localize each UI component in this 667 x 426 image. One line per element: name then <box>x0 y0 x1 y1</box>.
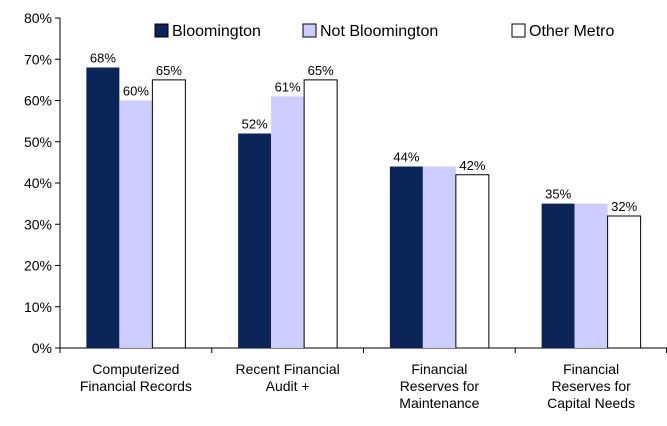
legend-label: Other Metro <box>529 23 614 40</box>
bar <box>607 215 642 349</box>
bar <box>389 166 423 348</box>
bar <box>151 79 186 349</box>
value-label: 52% <box>242 117 268 132</box>
legend-swatch <box>154 23 169 38</box>
y-tick-label: 10% <box>24 299 52 315</box>
y-tick-label: 40% <box>24 175 52 191</box>
bar <box>238 133 272 348</box>
value-label: 35% <box>545 187 571 202</box>
x-tick-label: Financial Reserves for Maintenance <box>399 361 479 411</box>
bar <box>455 174 490 349</box>
value-label: 65% <box>156 63 182 78</box>
legend-label: Not Bloomington <box>320 23 438 40</box>
bar <box>119 100 153 348</box>
bar <box>422 166 456 348</box>
y-tick-label: 60% <box>24 93 52 109</box>
y-tick-label: 30% <box>24 216 52 232</box>
value-label: 42% <box>459 158 485 173</box>
y-tick-label: 70% <box>24 51 52 67</box>
value-label: 44% <box>393 150 419 165</box>
bar <box>574 203 608 348</box>
bar <box>271 96 305 348</box>
value-label: 61% <box>275 79 301 94</box>
y-tick-label: 80% <box>24 10 52 26</box>
x-tick-label: Financial Reserves for Capital Needs <box>547 361 635 411</box>
legend-label: Bloomington <box>172 23 261 40</box>
bar <box>303 79 338 349</box>
bar <box>541 203 575 348</box>
bar <box>86 67 120 348</box>
value-label: 60% <box>123 84 149 99</box>
y-tick-label: 50% <box>24 134 52 150</box>
legend-swatch <box>302 23 317 38</box>
value-label: 65% <box>308 63 334 78</box>
value-label: 32% <box>611 199 637 214</box>
x-tick-label: Recent Financial Audit + <box>235 361 339 394</box>
value-label: 68% <box>90 51 116 66</box>
y-tick-label: 0% <box>32 340 52 356</box>
y-tick-label: 20% <box>24 258 52 274</box>
legend-swatch <box>511 23 526 38</box>
x-tick-label: Computerized Financial Records <box>80 361 192 394</box>
